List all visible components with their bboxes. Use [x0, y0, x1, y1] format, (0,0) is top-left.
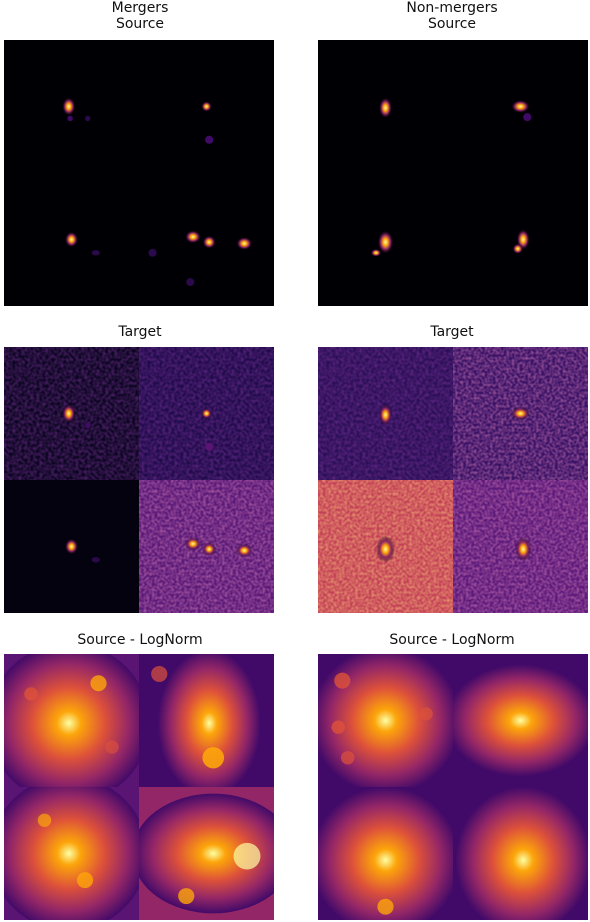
nonmergers-lognorm-tile-2: [453, 654, 588, 787]
right-row1-title-line2: Source: [427, 16, 477, 32]
nonmergers-target-tile-3: [318, 480, 453, 613]
nonmergers-source-tile-2: [453, 40, 588, 173]
nonmergers-source-grid: [318, 40, 588, 306]
nonmergers-lognorm-grid: [318, 654, 588, 920]
nonmergers-lognorm-tile-4: [453, 787, 588, 920]
left-row3-title: Source - LogNorm: [77, 632, 203, 648]
nonmergers-lognorm-tile-3: [318, 787, 453, 920]
mergers-lognorm-tile-1: [4, 654, 139, 787]
mergers-lognorm-tile-2: [139, 654, 274, 787]
mergers-lognorm-tile-3: [4, 787, 139, 920]
mergers-target-tile-1: [4, 347, 139, 480]
nonmergers-target-tile-4: [453, 480, 588, 613]
right-row3-title: Source - LogNorm: [389, 632, 515, 648]
nonmergers-target-tile-1: [318, 347, 453, 480]
nonmergers-source-tile-4: [453, 173, 588, 306]
mergers-source-tile-2: [139, 40, 274, 173]
left-row1-title-line1: Mergers: [111, 0, 169, 16]
mergers-target-grid: [4, 347, 274, 613]
right-row2-title: Target: [430, 324, 474, 340]
mergers-source-tile-4: [139, 173, 274, 306]
left-row1-title: Mergers Source: [4, 0, 276, 32]
right-row1-title: Non-mergers Source: [316, 0, 588, 32]
mergers-lognorm-tile-4: [139, 787, 274, 920]
nonmergers-target-grid: [318, 347, 588, 613]
mergers-lognorm-grid: [4, 654, 274, 920]
nonmergers-source-tile-3: [318, 173, 453, 306]
mergers-source-tile-1: [4, 40, 139, 173]
right-row1-title-line1: Non-mergers: [406, 0, 498, 16]
nonmergers-target-tile-2: [453, 347, 588, 480]
mergers-source-tile-3: [4, 173, 139, 306]
nonmergers-lognorm-tile-1: [318, 654, 453, 787]
nonmergers-source-tile-1: [318, 40, 453, 173]
left-row2-title: Target: [118, 324, 162, 340]
mergers-target-tile-2: [139, 347, 274, 480]
left-row1-title-line2: Source: [115, 16, 165, 32]
mergers-source-grid: [4, 40, 274, 306]
mergers-target-tile-3: [4, 480, 139, 613]
mergers-target-tile-4: [139, 480, 274, 613]
